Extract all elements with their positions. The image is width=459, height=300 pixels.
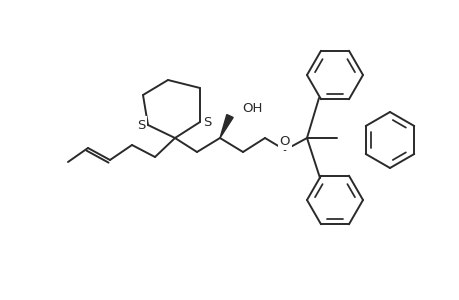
Text: S: S [136, 118, 145, 131]
Polygon shape [219, 115, 233, 138]
Text: O: O [279, 134, 290, 148]
Text: S: S [202, 116, 211, 128]
Text: OH: OH [241, 101, 262, 115]
